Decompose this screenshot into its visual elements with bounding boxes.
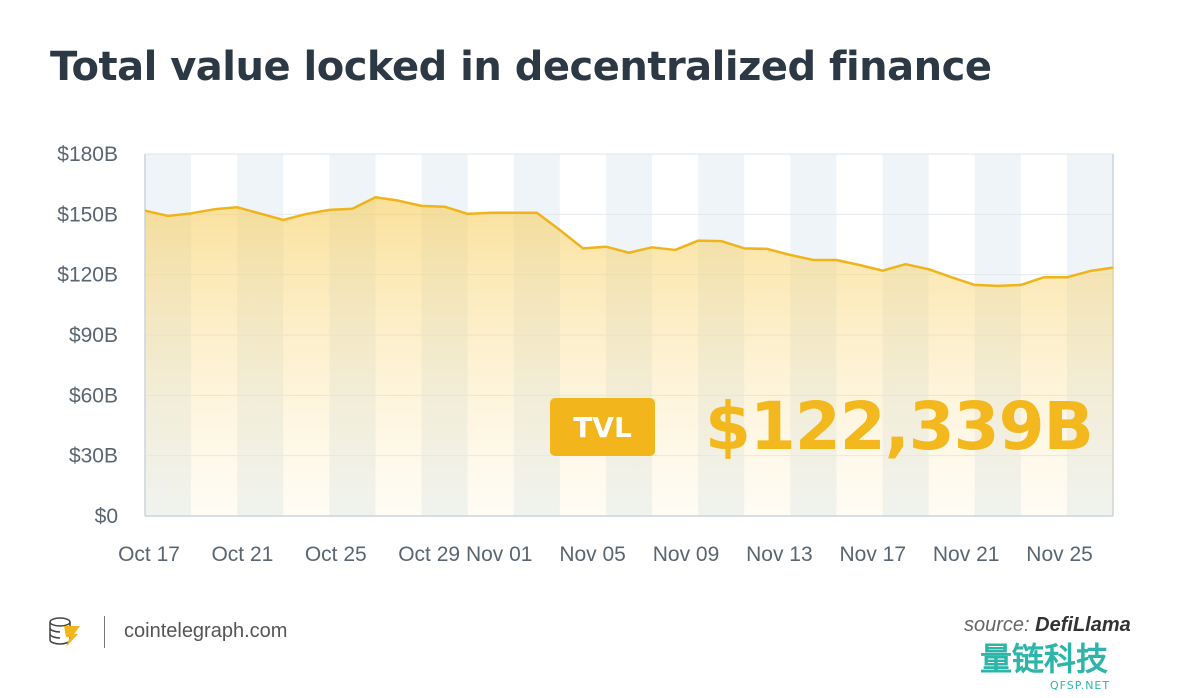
source-credit: source: DefiLlama: [964, 614, 1131, 636]
watermark-sub: QFSP.NET: [1050, 679, 1111, 692]
y-tick-label: $150B: [57, 203, 118, 226]
y-tick-label: $30B: [69, 445, 118, 468]
y-tick-label: $0: [95, 505, 118, 528]
x-tick-label: Oct 21: [211, 543, 273, 566]
x-tick-label: Nov 01: [466, 543, 533, 566]
source-name: DefiLlama: [1035, 614, 1131, 636]
site-name: cointelegraph.com: [124, 620, 288, 642]
y-tick-label: $180B: [57, 143, 118, 166]
chart-title: Total value locked in decentralized fina…: [50, 44, 992, 90]
y-tick-label: $90B: [69, 324, 118, 347]
y-tick-label: $120B: [57, 264, 118, 287]
watermark-text: 量链科技: [980, 640, 1109, 678]
footer-divider: [104, 616, 105, 648]
x-tick-label: Nov 21: [933, 543, 1000, 566]
tvl-value: $122,339B: [705, 388, 1094, 465]
x-tick-label: Nov 13: [746, 543, 813, 566]
x-tick-label: Oct 25: [305, 543, 367, 566]
x-tick-label: Oct 17: [118, 543, 180, 566]
x-tick-label: Nov 09: [653, 543, 720, 566]
x-tick-label: Nov 17: [840, 543, 907, 566]
x-tick-label: Nov 25: [1026, 543, 1093, 566]
x-tick-label: Oct 29: [398, 543, 460, 566]
x-tick-label: Nov 05: [559, 543, 626, 566]
source-label: source:: [964, 614, 1030, 636]
y-tick-label: $60B: [69, 384, 118, 407]
watermark-logo: 量链科技 QFSP.NET: [980, 642, 1190, 696]
tvl-area: [145, 197, 1113, 516]
cointelegraph-logo-icon: [49, 617, 80, 647]
tvl-badge: TVL: [550, 398, 655, 456]
